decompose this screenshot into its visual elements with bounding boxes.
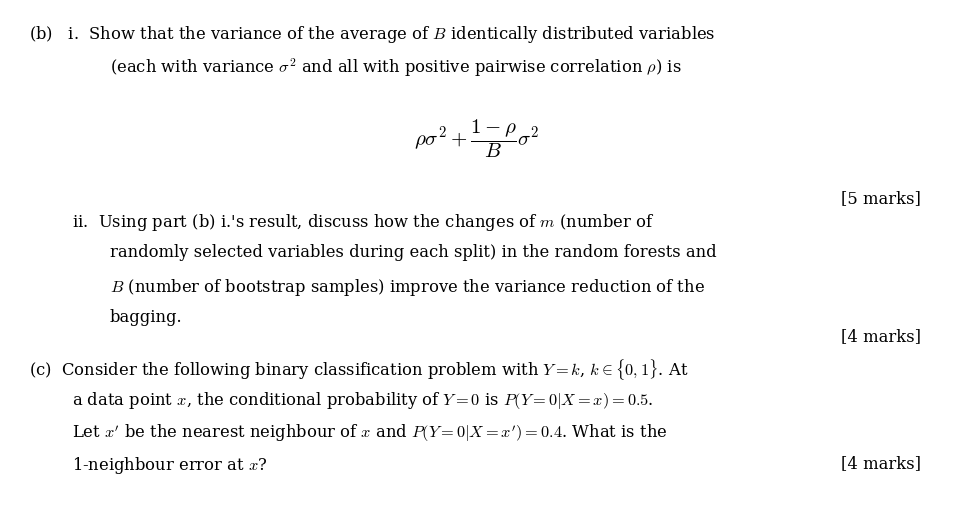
- Text: ii.  Using part (b) i.'s result, discuss how the changes of $m$ (number of: ii. Using part (b) i.'s result, discuss …: [71, 212, 654, 233]
- Text: 1-neighbour error at $x$?: 1-neighbour error at $x$?: [71, 455, 267, 476]
- Text: [4 marks]: [4 marks]: [840, 455, 920, 472]
- Text: $B$ (number of bootstrap samples) improve the variance reduction of the: $B$ (number of bootstrap samples) improv…: [110, 277, 704, 298]
- Text: [4 marks]: [4 marks]: [840, 328, 920, 345]
- Text: a data point $x$, the conditional probability of $Y = 0$ is $P(Y = 0|X = x) = 0.: a data point $x$, the conditional probab…: [71, 390, 653, 411]
- Text: $\rho\sigma^2 + \dfrac{1-\rho}{B}\sigma^2$: $\rho\sigma^2 + \dfrac{1-\rho}{B}\sigma^…: [414, 118, 539, 160]
- Text: (c)  Consider the following binary classification problem with $Y = k$, $k \in \: (c) Consider the following binary classi…: [29, 357, 687, 383]
- Text: [5 marks]: [5 marks]: [840, 190, 920, 206]
- Text: (each with variance $\sigma^2$ and all with positive pairwise correlation $\rho$: (each with variance $\sigma^2$ and all w…: [110, 56, 680, 79]
- Text: Let $x'$ be the nearest neighbour of $x$ and $P(Y = 0|X = x') = 0.4$. What is th: Let $x'$ be the nearest neighbour of $x$…: [71, 422, 666, 444]
- Text: randomly selected variables during each split) in the random forests and: randomly selected variables during each …: [110, 244, 716, 261]
- Text: (b)   i.  Show that the variance of the average of $B$ identically distributed v: (b) i. Show that the variance of the ave…: [29, 24, 715, 45]
- Text: bagging.: bagging.: [110, 309, 182, 326]
